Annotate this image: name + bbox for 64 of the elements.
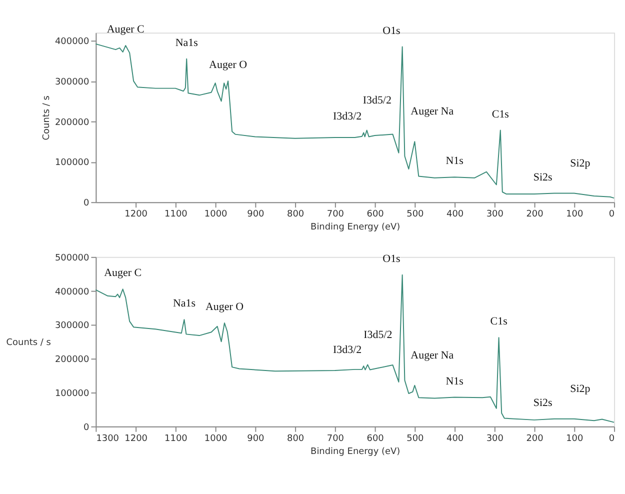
x-tick-label: 100 [566,210,584,220]
y-tick-label: 300000 [54,321,90,332]
annotation: Na1s [175,36,198,49]
y-tick-label: 100000 [54,158,90,168]
annotation: I3d5/2 [362,94,392,106]
annotation: Auger O [209,59,248,72]
annotation: Si2s [533,171,552,184]
x-tick-label: 200 [526,210,544,220]
y-tick-label: 400000 [54,287,90,298]
x-axis-title: Binding Energy (eV) [310,222,400,233]
x-tick-label: 1000 [204,434,228,444]
annotation: Auger C [104,267,142,280]
x-tick-label: 200 [526,434,544,444]
y-tick-label: 300000 [54,78,90,88]
annotation: Si2s [533,396,552,409]
x-tick-label: 400 [446,210,464,220]
y-tick-label: 500000 [54,253,90,264]
x-tick-label: 500 [406,210,424,220]
x-tick-label: 600 [366,434,384,444]
annotation: Na1s [172,298,196,310]
annotation: I3d3/2 [333,344,362,356]
annotation: Auger Na [410,106,454,118]
y-tick-label: 200000 [54,118,90,128]
annotation: N1s [446,375,464,388]
x-tick-label: 1300 [96,434,120,444]
x-tick-label: 1200 [124,434,148,444]
x-tick-label: 400 [446,434,464,444]
y-axis-title: Counts / s [6,338,52,348]
x-tick-label: 100 [566,434,584,444]
annotation: C1s [492,108,509,120]
annotation: Auger O [205,301,244,314]
x-tick-label: 800 [286,210,304,220]
annotation: I3d5/2 [364,328,392,341]
x-tick-label: 1000 [204,210,228,220]
x-tick-label: 900 [247,210,265,220]
annotation: O1s [382,24,400,37]
x-tick-label: 800 [286,434,304,444]
y-tick-label: 0 [83,422,90,433]
annotation: C1s [490,316,508,328]
x-tick-label: 0 [608,210,615,220]
x-tick-label: 600 [366,210,384,220]
y-tick-label: 400000 [54,37,90,48]
x-tick-label: 300 [486,210,504,220]
x-tick-label: 0 [608,434,615,444]
x-tick-label: 1100 [164,210,188,220]
annotation: O1s [382,252,400,265]
x-tick-label: 900 [247,434,265,444]
x-tick-label: 300 [486,434,504,444]
x-axis-title: Binding Energy (eV) [310,446,400,457]
y-tick-label: 100000 [54,388,90,399]
y-tick-label: 0 [83,198,90,209]
annotation: Auger Na [410,349,454,362]
x-tick-label: 1100 [164,434,188,444]
x-tick-label: 500 [406,434,424,444]
y-axis-title: Counts / s [42,95,52,140]
x-tick-label: 700 [326,210,344,220]
annotation: Si2p [570,383,591,396]
y-tick-label: 200000 [54,355,90,366]
annotation: Auger C [106,24,144,36]
x-tick-label: 1200 [124,210,148,220]
x-tick-label: 700 [326,434,344,444]
annotation: I3d3/2 [333,110,362,123]
annotation: Si2p [570,157,591,170]
annotation: N1s [446,155,464,168]
